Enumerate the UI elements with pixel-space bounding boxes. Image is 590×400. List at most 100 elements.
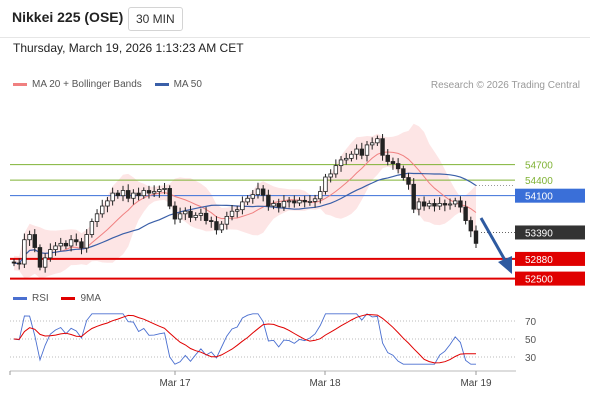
candle-body[interactable] (458, 200, 463, 208)
candle-body[interactable] (79, 241, 84, 249)
candle-body[interactable] (22, 239, 27, 265)
candle-body[interactable] (11, 261, 17, 264)
candle-body[interactable] (84, 234, 89, 249)
candle-body[interactable] (214, 221, 219, 231)
candle-body[interactable] (203, 212, 209, 221)
candle-body[interactable] (468, 220, 474, 232)
candle-body[interactable] (198, 212, 204, 216)
candle-body[interactable] (250, 194, 255, 199)
candle-body[interactable] (286, 200, 292, 203)
price-levels (10, 164, 515, 280)
candle-body[interactable] (193, 214, 198, 218)
candle-body[interactable] (276, 203, 281, 208)
candle-body[interactable] (58, 242, 63, 247)
candle-body[interactable] (473, 230, 479, 244)
candle-body[interactable] (318, 191, 323, 200)
candle-body[interactable] (312, 198, 318, 202)
candle-body[interactable] (375, 138, 380, 144)
candle-body[interactable] (16, 262, 22, 265)
candle-body[interactable] (172, 205, 178, 220)
candle-body[interactable] (167, 188, 172, 207)
candle-body[interactable] (432, 203, 437, 207)
candle-body[interactable] (281, 200, 287, 208)
bollinger-bands (14, 123, 476, 279)
candle-body[interactable] (188, 210, 193, 218)
candle-body[interactable] (126, 190, 131, 199)
forecast-arrow (479, 217, 512, 274)
candle-body[interactable] (42, 257, 48, 268)
candle-body[interactable] (37, 247, 43, 268)
candlesticks[interactable] (11, 134, 479, 273)
candle-body[interactable] (245, 197, 250, 203)
candle-body[interactable] (427, 203, 432, 207)
candle-body[interactable] (255, 188, 261, 196)
candle-body[interactable] (136, 192, 141, 197)
candle-body[interactable] (177, 213, 183, 220)
candle-body[interactable] (131, 192, 136, 199)
candle-body[interactable] (229, 210, 235, 217)
candle-body[interactable] (63, 242, 69, 247)
candle-body[interactable] (369, 142, 375, 146)
candle-body[interactable] (359, 148, 364, 156)
candle-body[interactable] (27, 234, 32, 241)
candle-body[interactable] (224, 216, 230, 225)
candle-body[interactable] (120, 190, 126, 197)
candle-body[interactable] (453, 200, 458, 205)
candle-body[interactable] (292, 200, 297, 204)
candle-body[interactable] (437, 203, 442, 207)
candle-body[interactable] (406, 177, 411, 185)
candle-body[interactable] (183, 210, 188, 215)
resistance-label: 54400 (525, 176, 553, 187)
candle-body[interactable] (442, 203, 448, 206)
candle-body[interactable] (141, 190, 146, 197)
candle-body[interactable] (53, 245, 58, 250)
candle-body[interactable] (354, 148, 359, 155)
candle-body[interactable] (416, 201, 422, 210)
candle-body[interactable] (349, 153, 354, 159)
candle-body[interactable] (338, 159, 344, 167)
candle-body[interactable] (447, 203, 453, 206)
candle-body[interactable] (395, 163, 401, 170)
candle-body[interactable] (380, 138, 385, 156)
legend-rsi-label: RSI (32, 293, 49, 304)
candle-body[interactable] (390, 161, 396, 164)
candle-body[interactable] (421, 201, 427, 207)
candle-body[interactable] (94, 213, 100, 222)
candle-body[interactable] (100, 205, 105, 215)
candle-body[interactable] (240, 201, 245, 211)
candle-body[interactable] (235, 209, 240, 212)
candle-body[interactable] (307, 200, 313, 203)
candle-body[interactable] (162, 188, 167, 190)
candle-body[interactable] (297, 199, 302, 204)
timeframe-selector[interactable]: 30 MIN (128, 7, 183, 31)
candle-body[interactable] (151, 191, 157, 194)
candle-body[interactable] (68, 239, 74, 247)
candle-body[interactable] (48, 249, 53, 259)
candle-body[interactable] (401, 168, 406, 178)
candle-body[interactable] (266, 194, 271, 207)
candle-body[interactable] (344, 157, 349, 161)
candle-body[interactable] (115, 192, 121, 197)
candle-body[interactable] (302, 199, 307, 203)
candle-body[interactable] (32, 234, 37, 248)
candle-body[interactable] (333, 165, 339, 175)
candle-body[interactable] (271, 203, 276, 207)
credit-text: Research © 2026 Trading Central (430, 80, 580, 91)
candle-body[interactable] (209, 220, 214, 222)
candle-body[interactable] (411, 183, 416, 210)
candle-body[interactable] (328, 173, 333, 178)
candle-body[interactable] (110, 192, 115, 202)
candle-body[interactable] (219, 223, 224, 231)
candle-body[interactable] (105, 200, 110, 207)
candle-body[interactable] (364, 144, 370, 156)
candle-body[interactable] (146, 190, 152, 194)
candle-body[interactable] (260, 188, 266, 196)
candle-body[interactable] (463, 206, 468, 221)
candle-body[interactable] (74, 239, 79, 243)
candle-body[interactable] (323, 176, 328, 192)
candle-body[interactable] (385, 154, 390, 162)
candle-body[interactable] (157, 189, 162, 192)
candle-body[interactable] (89, 221, 95, 235)
ma50-line (13, 172, 477, 265)
